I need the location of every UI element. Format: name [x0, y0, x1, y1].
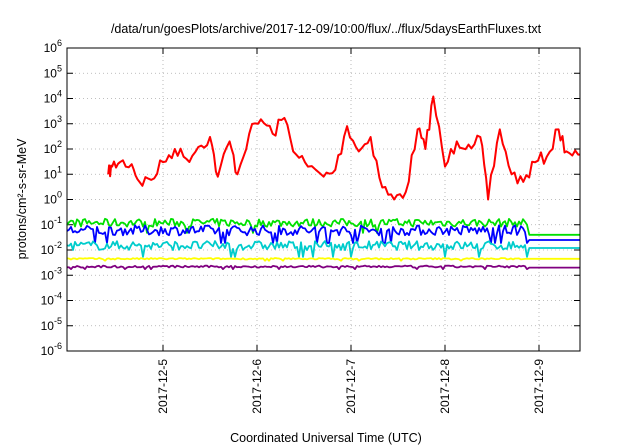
- y-tick-label: 103: [44, 114, 62, 131]
- series-group: [66, 95, 580, 270]
- x-tick-label: 2017-12-8: [438, 359, 452, 414]
- grid: [67, 48, 580, 351]
- x-tick-label: 2017-12-7: [344, 359, 358, 414]
- y-tick-label: 100: [44, 190, 62, 207]
- y-tick-label: 10-3: [41, 265, 62, 282]
- x-tick-label: 2017-12-9: [532, 359, 546, 414]
- x-tick-label: 2017-12-6: [250, 359, 264, 414]
- y-tick-label: 10-4: [41, 291, 62, 308]
- series-line: [67, 264, 580, 270]
- series-line: [66, 224, 580, 244]
- chart-title: /data/run/goesPlots/archive/2017-12-09/1…: [111, 22, 542, 36]
- y-tick-label: 102: [44, 139, 62, 156]
- series-line: [107, 95, 580, 201]
- y-tick-label: 101: [44, 164, 62, 181]
- series-line: [66, 217, 580, 236]
- y-tick-label: 10-2: [41, 240, 62, 257]
- y-tick-label: 10-1: [41, 215, 62, 232]
- y-tick-label: 105: [44, 63, 62, 80]
- y-tick-label: 104: [44, 89, 62, 106]
- x-axis: 2017-12-5 2017-12-6 2017-12-7 2017-12-8 2017…: [156, 48, 546, 414]
- y-axis: 10-6 10-5 10-4 10-3 10-2 10-1 100 101 102 103 104 1…: [41, 38, 580, 358]
- series-line: [66, 240, 580, 258]
- y-tick-label: 10-6: [41, 341, 62, 358]
- y-tick-label: 10-5: [41, 316, 62, 333]
- plot-frame: [66, 47, 581, 352]
- y-tick-label: 106: [44, 38, 62, 55]
- x-tick-label: 2017-12-5: [156, 359, 170, 414]
- series-line: [66, 257, 580, 262]
- y-axis-label: protons/cm²-s-sr-MeV: [15, 138, 29, 260]
- x-axis-label: Coordinated Universal Time (UTC): [230, 431, 422, 445]
